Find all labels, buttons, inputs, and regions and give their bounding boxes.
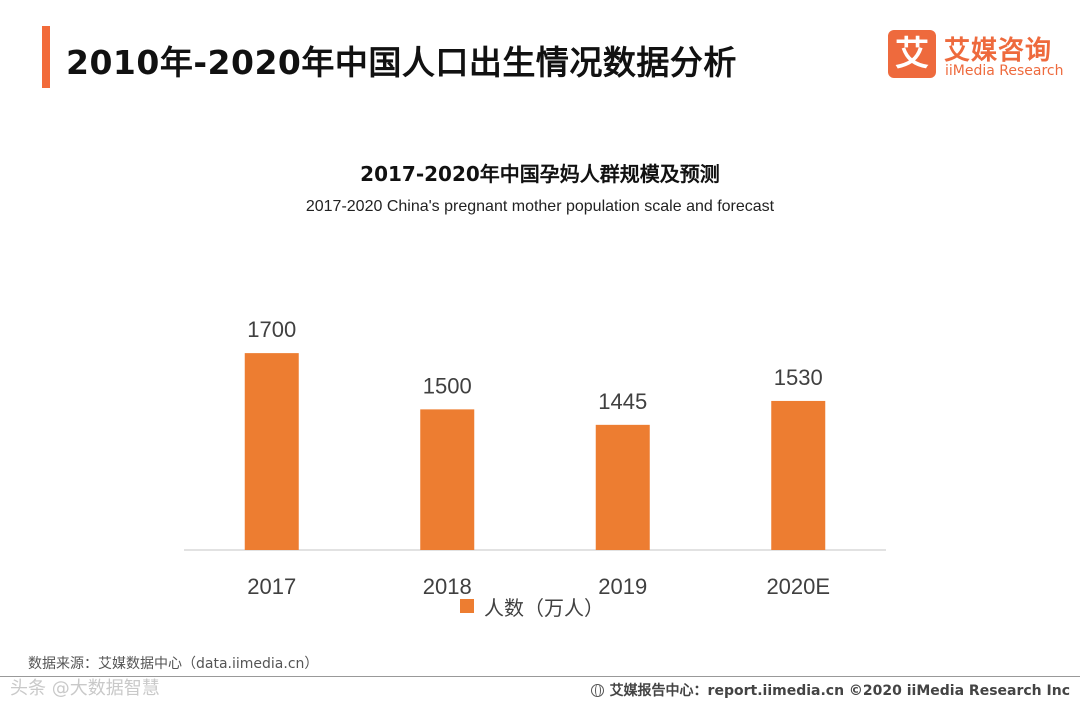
title-accent-bar: [42, 26, 50, 88]
data-label-2017: 1700: [247, 317, 296, 342]
chart-title: 2017-2020年中国孕妈人群规模及预测: [360, 162, 720, 186]
bar-2017: [244, 353, 299, 550]
legend-swatch: [460, 599, 474, 613]
data-label-2020E: 1530: [774, 365, 823, 390]
bar-2020E: [771, 400, 826, 550]
footer-divider: [0, 676, 1080, 677]
watermark: 头条 @大数据智慧: [10, 678, 160, 699]
data-source-note: 数据来源：艾媒数据中心（data.iimedia.cn）: [28, 656, 319, 672]
x-tick-label-2020E: 2020E: [766, 574, 830, 599]
logo-mark-icon: 艾: [888, 30, 936, 78]
data-label-2019: 1445: [598, 389, 647, 414]
x-tick-label-2017: 2017: [247, 574, 296, 599]
page-title: 2010年-2020年中国人口出生情况数据分析: [66, 43, 737, 82]
bar-2018: [420, 409, 475, 550]
footer-credit-text: 艾媒报告中心：report.iimedia.cn ©2020 iiMedia R…: [609, 683, 1070, 699]
x-tick-label-2019: 2019: [598, 574, 647, 599]
chart-subtitle: 2017-2020 China's pregnant mother popula…: [305, 198, 775, 215]
footer-credit: 艾媒报告中心：report.iimedia.cn ©2020 iiMedia R…: [590, 680, 1070, 700]
globe-icon: [590, 684, 604, 697]
logo-name-cn: 艾媒咨询: [944, 36, 1053, 66]
legend-label: 人数（万人）: [484, 596, 604, 620]
bar-2019: [595, 424, 650, 550]
x-tick-label-2018: 2018: [423, 574, 472, 599]
logo-name-en: iiMedia Research: [945, 63, 1064, 79]
data-label-2018: 1500: [423, 373, 472, 398]
iimedia-logo: 艾 艾媒咨询 iiMedia Research: [888, 30, 1068, 84]
